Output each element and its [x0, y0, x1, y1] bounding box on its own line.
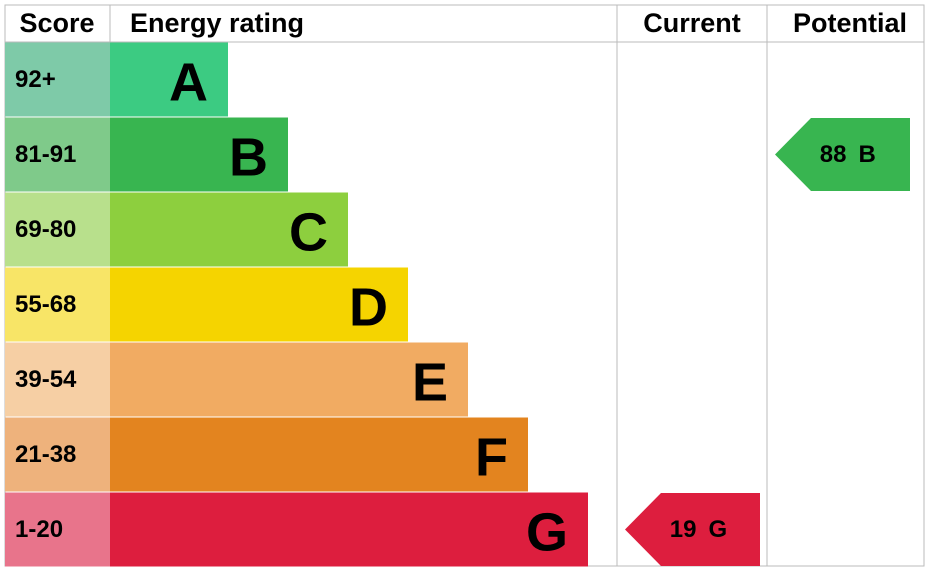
band-bar: [110, 42, 228, 117]
band-bar: [110, 192, 348, 267]
band-letter: D: [349, 278, 388, 338]
band-letter: E: [412, 353, 448, 413]
score-label: 21-38: [15, 441, 76, 468]
band-letter: F: [475, 428, 508, 488]
score-cell: [5, 417, 110, 492]
score-cell: [5, 42, 110, 117]
band-letter: G: [526, 503, 568, 563]
score-label: 81-91: [15, 141, 76, 168]
score-cell: [5, 492, 110, 567]
header-score: Score: [19, 8, 94, 38]
current-arrow: [625, 493, 760, 566]
score-cell: [5, 192, 110, 267]
band-bar: [110, 417, 528, 492]
score-label: 92+: [15, 66, 56, 93]
score-cell: [5, 267, 110, 342]
score-cell: [5, 117, 110, 192]
potential-arrow: [775, 118, 910, 191]
header-potential: Potential: [793, 8, 907, 38]
band-letter: C: [289, 203, 328, 263]
score-label: 55-68: [15, 291, 76, 318]
potential-letter: B: [859, 141, 876, 168]
potential-value: 88: [820, 141, 847, 168]
score-cell: [5, 342, 110, 417]
header-rating: Energy rating: [130, 8, 304, 38]
score-label: 69-80: [15, 216, 76, 243]
current-value: 19: [670, 516, 697, 543]
band-bar: [110, 492, 588, 567]
current-letter: G: [709, 516, 728, 543]
band-letter: B: [229, 128, 268, 188]
band-bar: [110, 267, 408, 342]
band-bar: [110, 117, 288, 192]
score-label: 1-20: [15, 516, 63, 543]
header-current: Current: [643, 8, 741, 38]
band-letter: A: [169, 53, 208, 113]
score-label: 39-54: [15, 366, 77, 393]
band-bar: [110, 342, 468, 417]
